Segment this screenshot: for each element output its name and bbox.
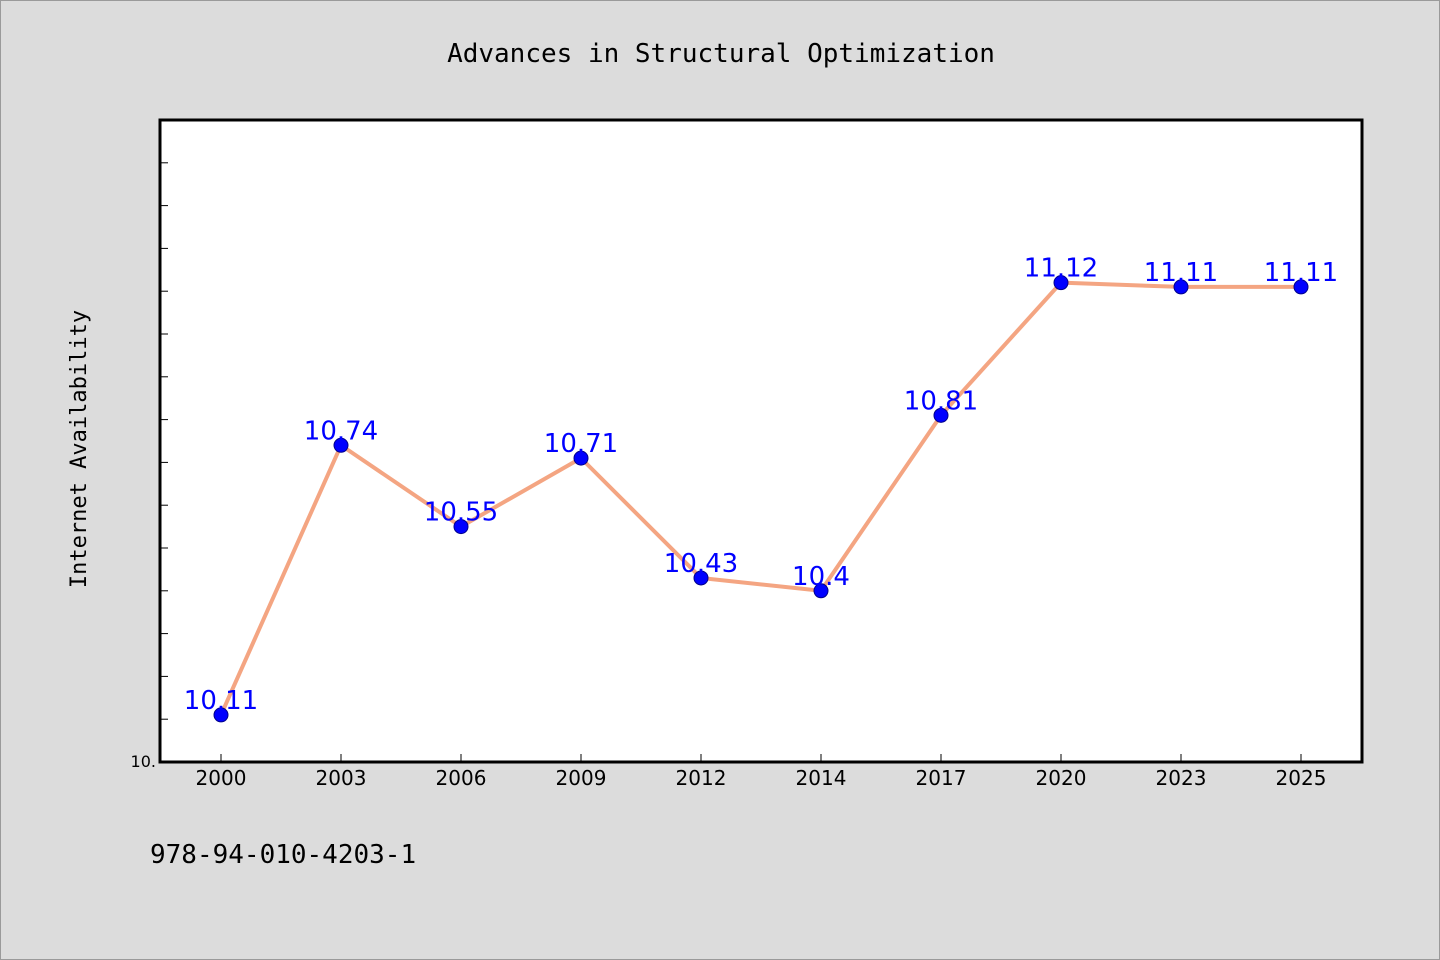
data-point xyxy=(813,583,829,599)
data-point xyxy=(573,450,589,466)
y-axis-label: Internet Availability xyxy=(67,310,92,588)
data-point xyxy=(453,519,469,535)
plot-area xyxy=(158,118,1364,764)
data-label: 10.55 xyxy=(424,498,498,528)
data-label: 11.12 xyxy=(1024,254,1098,284)
x-tick-label: 2025 xyxy=(1276,766,1327,790)
series-line xyxy=(219,280,1303,717)
x-tick-label: 2012 xyxy=(676,766,727,790)
x-tick-label: 2000 xyxy=(196,766,247,790)
data-label: 10.11 xyxy=(184,686,258,716)
x-tick-label: 2017 xyxy=(916,766,967,790)
x-axis-ticks: 2000 2003 2006 2009 2012 2014 2017 2020 2023 2025 xyxy=(196,754,1327,790)
footer-code: 978-94-010-4203-1 xyxy=(150,840,416,870)
data-point xyxy=(1293,279,1309,295)
x-tick-label: 2020 xyxy=(1036,766,1087,790)
data-point xyxy=(1053,275,1069,291)
data-point xyxy=(933,407,949,423)
x-tick-label: 2003 xyxy=(316,766,367,790)
x-tick-label: 2023 xyxy=(1156,766,1207,790)
y-tick-label: 10. xyxy=(131,752,156,771)
data-label: 11.11 xyxy=(1144,258,1218,288)
data-label: 10.81 xyxy=(904,386,978,416)
data-point xyxy=(1173,279,1189,295)
data-label: 10.71 xyxy=(544,429,618,459)
data-point xyxy=(333,437,349,453)
series-layer: 10.11 10.74 10.55 10.71 10.43 10.4 10.81 11.12 1… xyxy=(184,254,1338,723)
data-label: 10.74 xyxy=(304,416,378,446)
x-tick-label: 2014 xyxy=(796,766,847,790)
data-label: 10.4 xyxy=(792,562,850,592)
y-axis-ticks: 10. xyxy=(131,162,168,771)
data-point xyxy=(213,707,229,723)
data-label: 10.43 xyxy=(664,549,738,579)
data-label: 11.11 xyxy=(1264,258,1338,288)
data-point xyxy=(693,570,709,586)
x-tick-label: 2006 xyxy=(436,766,487,790)
chart-title: Advances in Structural Optimization xyxy=(447,39,995,69)
x-tick-label: 2009 xyxy=(556,766,607,790)
